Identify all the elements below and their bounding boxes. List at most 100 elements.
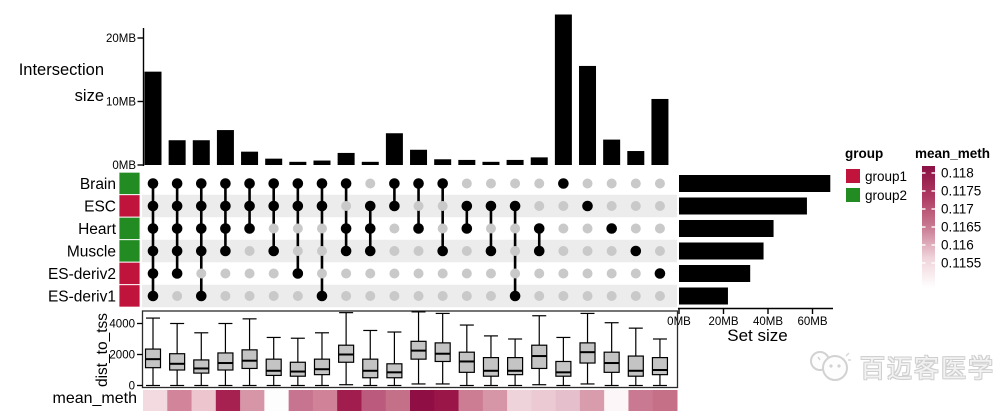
intersection-bar bbox=[337, 152, 355, 165]
intersection-bar bbox=[651, 98, 669, 165]
box bbox=[482, 357, 500, 377]
heatmap-cell bbox=[410, 390, 435, 411]
matrix-dot-empty bbox=[654, 291, 665, 301]
x-tick-label: 0MB bbox=[667, 316, 691, 328]
matrix-dot-empty bbox=[292, 246, 303, 256]
matrix-dot-empty bbox=[534, 291, 545, 301]
legend-group-title: group bbox=[845, 146, 884, 161]
matrix-dot-filled bbox=[195, 178, 207, 189]
matrix-dot-empty bbox=[582, 223, 593, 234]
matrix-dot-filled bbox=[171, 178, 183, 189]
intersection-bar bbox=[144, 71, 162, 165]
heatmap-cell bbox=[337, 390, 362, 411]
x-tick-label: 60MB bbox=[797, 316, 827, 328]
matrix-dot-filled bbox=[171, 245, 183, 257]
intersection-bar bbox=[168, 140, 186, 165]
matrix-dot-empty bbox=[341, 201, 352, 211]
meanmeth-colorbar bbox=[922, 166, 935, 288]
matrix-dot-filled bbox=[437, 178, 448, 189]
dist-tick-label: 2000 bbox=[109, 350, 135, 362]
heatmap-cell bbox=[143, 390, 168, 411]
legend-group1-label: group1 bbox=[865, 169, 908, 184]
matrix-dot-filled bbox=[509, 200, 521, 212]
matrix-dot-empty bbox=[268, 291, 279, 301]
heatmap-cell bbox=[458, 390, 484, 411]
set-size-bar bbox=[679, 287, 728, 305]
matrix-dot-empty bbox=[630, 291, 641, 301]
matrix-dot-filled bbox=[340, 223, 352, 234]
matrix-dot-empty bbox=[630, 178, 641, 189]
matrix-dot-filled bbox=[316, 178, 328, 189]
matrix-dot-filled bbox=[558, 178, 569, 189]
heatmap-cell bbox=[604, 390, 629, 411]
matrix-dot-empty bbox=[558, 291, 569, 301]
matrix-dot-filled bbox=[147, 245, 159, 257]
matrix-dot-empty bbox=[365, 268, 376, 279]
intersection-bar bbox=[361, 161, 379, 165]
intersection-label-line1: Intersection bbox=[18, 61, 104, 79]
matrix-dot-empty bbox=[316, 246, 327, 256]
colorbar-tick-label: 0.116 bbox=[941, 238, 974, 253]
intersection-bar bbox=[410, 149, 428, 165]
colorbar-tick-label: 0.1175 bbox=[941, 184, 981, 199]
matrix-dot-filled bbox=[268, 200, 280, 212]
matrix-dot-filled bbox=[364, 223, 376, 234]
mean-meth-row-label: mean_meth bbox=[52, 390, 138, 407]
matrix-dot-filled bbox=[268, 178, 280, 189]
matrix-dot-empty bbox=[316, 223, 327, 234]
matrix-dot-empty bbox=[606, 246, 617, 256]
intersection-bar bbox=[265, 158, 283, 165]
matrix-dot-filled bbox=[413, 178, 424, 189]
intersection-bar bbox=[554, 14, 572, 165]
heatmap-cell bbox=[312, 390, 338, 411]
matrix-dot-empty bbox=[316, 268, 327, 279]
matrix-dot-filled bbox=[582, 200, 593, 212]
matrix-dot-empty bbox=[485, 291, 496, 301]
set-row-label: Muscle bbox=[67, 244, 116, 261]
intersection-bar bbox=[482, 161, 500, 165]
matrix-dot-empty bbox=[654, 223, 665, 234]
intersection-bar bbox=[216, 130, 234, 165]
set-size-bar bbox=[679, 220, 774, 237]
set-group-swatch bbox=[118, 284, 141, 308]
matrix-dot-empty bbox=[413, 268, 424, 279]
matrix-dot-empty bbox=[413, 291, 424, 301]
legend-group2-label: group2 bbox=[865, 188, 908, 203]
matrix-dot-filled bbox=[244, 223, 255, 234]
intersection-bar bbox=[241, 151, 259, 165]
matrix-dot-filled bbox=[147, 268, 159, 279]
matrix-dot-filled bbox=[292, 200, 304, 212]
matrix-dot-filled bbox=[316, 200, 328, 212]
matrix-dot-empty bbox=[534, 268, 545, 279]
intersection-bar bbox=[192, 140, 210, 165]
matrix-dot-filled bbox=[195, 200, 207, 212]
matrix-dot-filled bbox=[389, 200, 400, 212]
matrix-dot-empty bbox=[244, 246, 255, 256]
matrix-dot-empty bbox=[485, 268, 496, 279]
matrix-dot-empty bbox=[485, 223, 496, 234]
set-size-bar bbox=[679, 197, 807, 215]
matrix-dot-filled bbox=[171, 200, 183, 212]
x-tick-label: 20MB bbox=[708, 316, 738, 328]
matrix-dot-filled bbox=[268, 245, 280, 257]
matrix-stripe bbox=[142, 239, 677, 263]
matrix-dot-filled bbox=[437, 245, 448, 257]
heatmap-cell bbox=[507, 390, 532, 411]
matrix-dot-empty bbox=[244, 268, 255, 279]
matrix-dot-filled bbox=[340, 178, 352, 189]
legend-meanmeth-title: mean_meth bbox=[915, 146, 991, 161]
matrix-dot-empty bbox=[461, 268, 472, 279]
heatmap-cell bbox=[482, 390, 508, 411]
matrix-dot-empty bbox=[606, 178, 617, 189]
matrix-dot-empty bbox=[630, 201, 641, 211]
intersection-bar bbox=[603, 139, 621, 165]
set-size-bar bbox=[679, 175, 831, 192]
colorbar-tick-label: 0.1165 bbox=[941, 220, 981, 235]
heatmap-cell bbox=[361, 390, 387, 411]
matrix-dot-empty bbox=[510, 178, 521, 189]
watermark-text: 百迈客医学 bbox=[860, 355, 996, 383]
box bbox=[386, 363, 403, 379]
matrix-dot-empty bbox=[220, 291, 231, 301]
matrix-dot-filled bbox=[171, 268, 183, 279]
